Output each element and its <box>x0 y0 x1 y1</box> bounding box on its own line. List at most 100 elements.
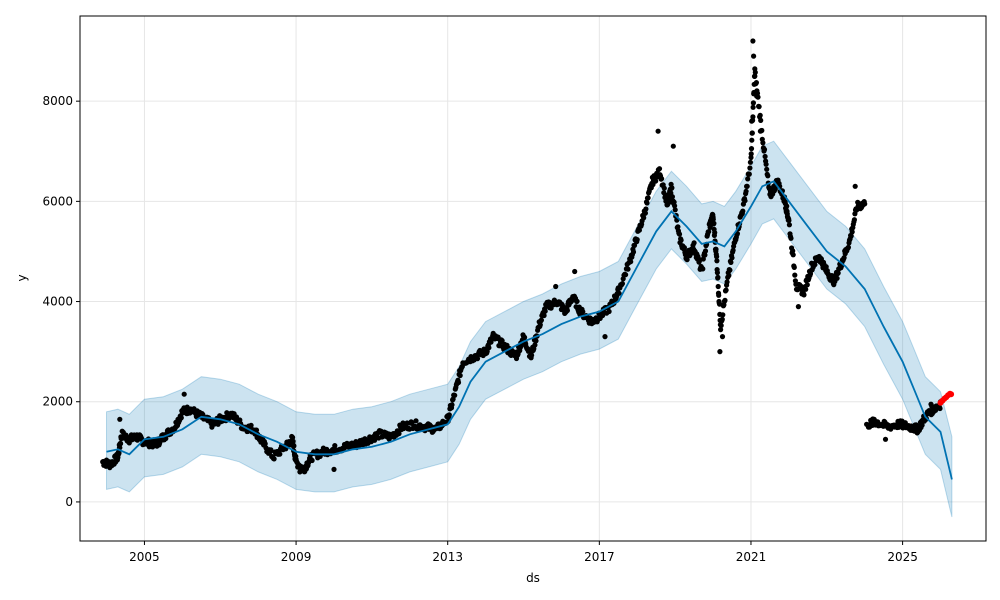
observed-point <box>670 143 676 149</box>
observed-point <box>753 80 760 86</box>
observed-point <box>553 283 559 290</box>
observed-point <box>277 451 283 457</box>
observed-point <box>541 312 547 319</box>
observed-point <box>574 298 580 304</box>
y-axis-label: y <box>15 274 29 281</box>
observed-point <box>118 440 124 447</box>
observed-point <box>672 203 678 209</box>
observed-point <box>812 262 818 268</box>
observed-point <box>706 229 712 235</box>
observed-point <box>786 217 792 224</box>
observed-point <box>181 391 187 397</box>
observed-point <box>750 114 756 120</box>
observed-point <box>928 401 934 407</box>
observed-point <box>309 457 315 464</box>
observed-point <box>835 270 841 276</box>
observed-point <box>655 128 661 134</box>
observed-point <box>750 38 756 44</box>
observed-point <box>248 422 254 428</box>
observed-point <box>684 257 690 263</box>
observed-point <box>758 117 764 123</box>
observed-point <box>625 266 631 272</box>
observed-point <box>672 207 678 213</box>
observed-point <box>720 312 726 318</box>
observed-point <box>851 217 858 223</box>
observed-point <box>542 308 548 314</box>
observed-point <box>852 183 858 189</box>
observed-point <box>619 281 626 287</box>
observed-point <box>801 292 807 298</box>
observed-point <box>636 227 643 233</box>
y-tick-label: 0 <box>65 495 73 509</box>
observed-point <box>744 183 750 189</box>
y-axis: 0 2000 4000 6000 8000 <box>42 94 80 509</box>
observed-point <box>645 195 651 201</box>
observed-point <box>849 229 855 235</box>
observed-point <box>845 244 852 250</box>
highlighted-point <box>948 391 955 398</box>
observed-point <box>841 255 847 261</box>
observed-point <box>761 146 768 153</box>
observed-point <box>749 137 755 143</box>
observed-point <box>606 308 612 315</box>
observed-point <box>713 246 719 252</box>
observed-point <box>297 469 303 475</box>
observed-point <box>791 264 797 270</box>
observed-point <box>728 259 734 265</box>
observed-point <box>740 208 746 214</box>
observed-point <box>538 317 545 323</box>
observed-point <box>372 437 378 443</box>
y-tick-label: 2000 <box>42 395 73 409</box>
observed-point <box>804 282 810 288</box>
observed-point <box>332 443 338 449</box>
observed-point <box>762 153 768 160</box>
observed-point <box>792 272 798 278</box>
observed-point <box>726 273 732 279</box>
observed-point <box>715 274 721 280</box>
y-tick-label: 8000 <box>42 94 73 108</box>
observed-point <box>653 178 659 184</box>
observed-point <box>455 379 462 386</box>
observed-point <box>533 338 539 344</box>
observed-point <box>723 287 729 293</box>
observed-point <box>790 248 796 254</box>
observed-point <box>757 128 764 134</box>
observed-point <box>715 283 721 290</box>
observed-point <box>396 431 402 437</box>
observed-point <box>446 412 452 418</box>
observed-point <box>749 118 755 124</box>
observed-point <box>772 186 778 192</box>
observed-point <box>268 447 274 453</box>
observed-point <box>116 450 122 456</box>
observed-point <box>730 247 736 253</box>
observed-point <box>178 415 184 421</box>
y-tick-label: 4000 <box>42 295 73 309</box>
observed-point <box>742 198 748 204</box>
x-tick-label: 2021 <box>736 550 767 564</box>
x-axis-label: ds <box>526 571 540 585</box>
uncertainty-band-area <box>106 140 953 518</box>
observed-point <box>757 112 763 118</box>
observed-point <box>474 356 481 362</box>
observed-point <box>656 166 663 172</box>
observed-point <box>452 392 458 398</box>
observed-point <box>719 334 726 340</box>
observed-point <box>862 201 868 207</box>
observed-point <box>743 188 749 194</box>
observed-point <box>641 215 647 221</box>
observed-point <box>784 203 790 209</box>
observed-point <box>764 166 770 172</box>
observed-point <box>669 194 676 200</box>
observed-point <box>790 252 796 258</box>
observed-point <box>572 268 578 275</box>
x-tick-label: 2025 <box>887 550 918 564</box>
x-tick-label: 2017 <box>584 550 615 564</box>
observed-point <box>749 130 755 136</box>
observed-point <box>747 165 753 171</box>
observed-point <box>659 176 665 182</box>
observed-point <box>871 416 877 422</box>
observed-point <box>669 185 675 191</box>
observed-point <box>449 402 455 408</box>
observed-point <box>718 327 724 333</box>
observed-point <box>882 436 889 442</box>
